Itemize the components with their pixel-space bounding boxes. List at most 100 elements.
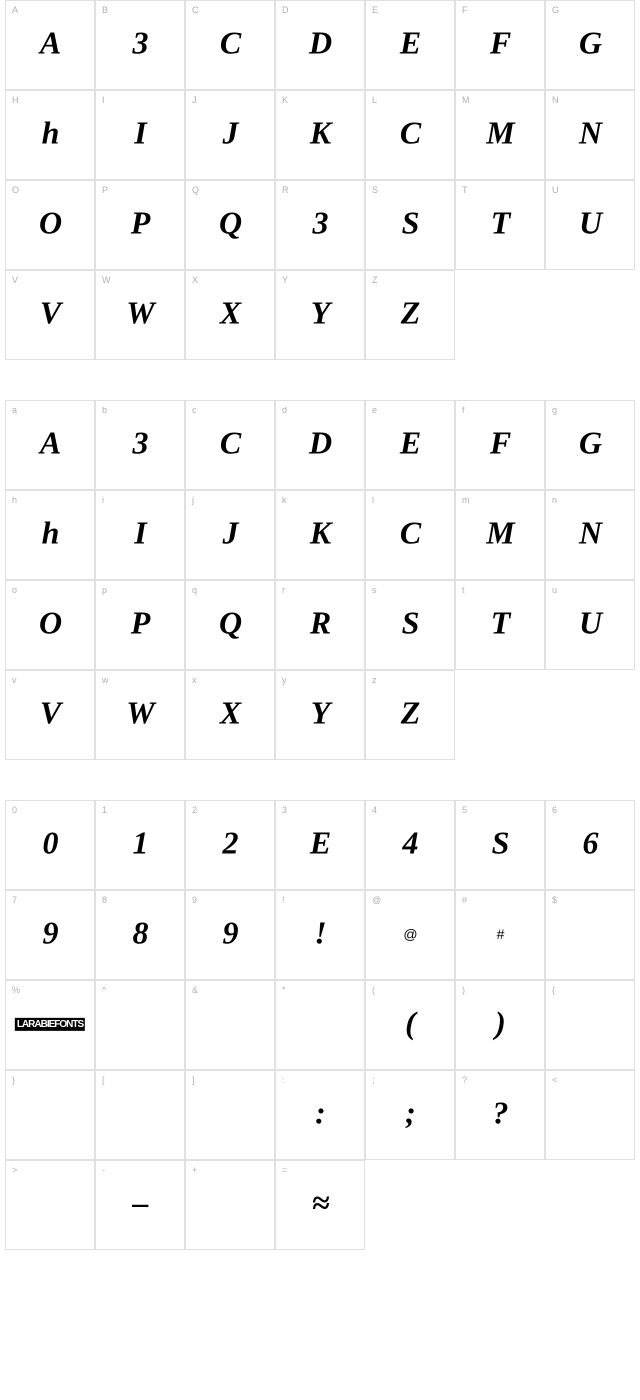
char-label: A [12,5,18,15]
char-cell: } [5,1070,95,1160]
char-label: $ [552,895,557,905]
char-cell: zZ [365,670,455,760]
char-cell: II [95,90,185,180]
char-label: w [102,675,109,685]
char-label: & [192,985,198,995]
char-cell: LC [365,90,455,180]
char-cell: + [185,1160,275,1250]
char-glyph: A [40,25,60,62]
char-glyph: F [490,425,510,462]
char-glyph: h [42,515,59,552]
char-cell: 00 [5,800,95,890]
char-cell: 79 [5,890,95,980]
char-cell: b3 [95,400,185,490]
char-cell: -– [95,1160,185,1250]
char-glyph: T [491,605,510,642]
char-cell: ^ [95,980,185,1070]
char-label: > [12,1165,17,1175]
char-label: ^ [102,985,106,995]
char-label: W [102,275,111,285]
char-cell: 11 [95,800,185,890]
char-glyph: 0 [43,825,58,862]
char-label: F [462,5,468,15]
section-lowercase: aAb3cCdDeEfFgGhhiIjJkKlCmMnNoOpPqQrRsStT… [5,400,635,760]
char-label: [ [102,1075,105,1085]
char-glyph: X [220,295,240,332]
char-cell: 5S [455,800,545,890]
char-label: < [552,1075,557,1085]
char-label: % [12,985,20,995]
char-cell: wW [95,670,185,760]
empty-cell [455,270,545,360]
char-label: 1 [102,805,107,815]
char-glyph: ) [495,1005,505,1042]
char-glyph: G [579,25,601,62]
char-cell: ZZ [365,270,455,360]
char-cell: qQ [185,580,275,670]
char-label: R [282,185,289,195]
char-cell: R3 [275,180,365,270]
char-cell: 88 [95,890,185,980]
char-label: ( [372,985,375,995]
char-glyph: E [310,825,330,862]
char-label: k [282,495,287,505]
char-label: 9 [192,895,197,905]
char-cell: 66 [545,800,635,890]
char-glyph: E [400,425,420,462]
char-label: q [192,585,197,595]
char-label: v [12,675,17,685]
char-cell: KK [275,90,365,180]
char-glyph: U [579,205,601,242]
char-glyph: K [310,115,330,152]
char-glyph: S [492,825,509,862]
char-glyph: Y [311,695,330,732]
char-label: H [12,95,19,105]
char-glyph: ≈ [312,1185,329,1222]
character-map: AAB3CCDDEEFFGGHhIIJJKKLCMMNNOOPPQQR3SSTT… [0,0,640,1250]
char-cell: TT [455,180,545,270]
char-cell: dD [275,400,365,490]
char-cell: ?? [455,1070,545,1160]
char-glyph: S [402,605,419,642]
char-label: j [192,495,194,505]
char-label: 2 [192,805,197,815]
char-glyph: Z [401,295,420,332]
char-glyph: K [310,515,330,552]
char-cell: B3 [95,0,185,90]
char-cell: oO [5,580,95,670]
char-cell: uU [545,580,635,670]
char-label: G [552,5,559,15]
char-label: X [192,275,198,285]
char-label: K [282,95,288,105]
char-glyph: G [579,425,601,462]
char-cell: SS [365,180,455,270]
char-glyph: X [220,695,240,732]
char-label: e [372,405,377,415]
char-glyph: D [309,425,331,462]
char-cell: < [545,1070,635,1160]
char-cell: WW [95,270,185,360]
char-cell: FF [455,0,545,90]
char-cell: )) [455,980,545,1070]
char-cell: xX [185,670,275,760]
grid-numbers-symbols: 0011223E445S66798899!!@@##$%LARABIEFONTS… [5,800,635,1250]
char-label: 0 [12,805,17,815]
char-cell: nN [545,490,635,580]
char-cell: NN [545,90,635,180]
empty-cell [545,270,635,360]
char-label: u [552,585,557,595]
char-glyph: @ [403,926,416,942]
char-label: 5 [462,805,467,815]
char-label: Y [282,275,288,285]
char-label: B [102,5,108,15]
char-glyph: R [310,605,330,642]
char-label: g [552,405,557,415]
char-label: P [102,185,108,195]
char-glyph: 9 [223,915,238,952]
char-glyph: J [223,515,238,552]
char-cell: eE [365,400,455,490]
char-label: : [282,1075,285,1085]
char-glyph: 9 [43,915,58,952]
char-label: f [462,405,465,415]
char-label: l [372,495,374,505]
